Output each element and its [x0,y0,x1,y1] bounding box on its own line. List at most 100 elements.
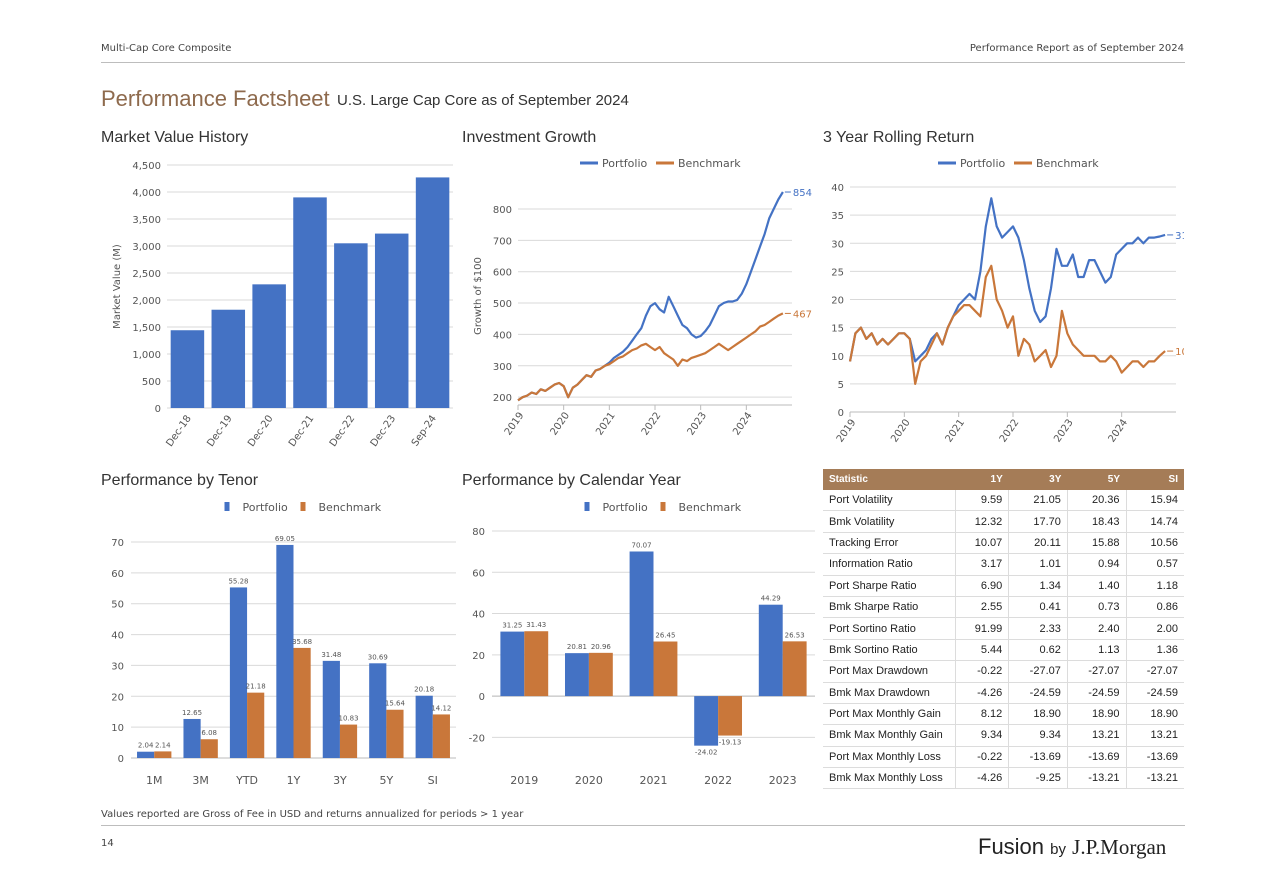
statistic-value: -13.69 [1125,746,1184,769]
x-tick-label: 2021 [944,417,968,444]
y-tick-label: 80 [472,527,485,538]
statistics-table: Statistic 1Y 3Y 5Y SI Port Volatility 9.5… [823,469,1184,790]
statistic-name: Tracking Error [823,532,955,555]
y-tick-label: 20 [831,296,844,307]
x-tick-label: 2020 [575,774,603,787]
statistic-value: -27.07 [1008,660,1068,683]
x-tick-label: 2024 [1107,417,1131,444]
statistic-value: 18.43 [1066,510,1126,533]
bar [374,233,409,408]
statistic-value: 13.21 [1066,724,1126,747]
table-row: Bmk Sortino Ratio 5.44 0.62 1.13 1.36 [823,639,1184,662]
y-tick-label: 700 [493,236,512,247]
y-tick-label: 5 [838,380,844,391]
end-label: 10.83 [1175,347,1184,358]
x-tick-label: 2021 [640,774,668,787]
statistic-value: 1.18 [1125,575,1184,597]
legend-swatch [584,502,590,511]
statistic-value: -0.22 [954,660,1009,683]
statistic-value: 21.05 [1008,490,1068,512]
bar [415,177,450,408]
y-tick-label: 4,500 [132,161,161,172]
y-tick-label: 10 [831,352,844,363]
y-tick-label: 0 [118,754,124,765]
statistic-value: -13.69 [1008,746,1068,769]
y-tick-label: 40 [831,183,844,194]
statistic-value: 20.11 [1008,532,1068,555]
header-right: Performance Report as of September 2024 [969,43,1184,54]
x-tick-label: 5Y [379,774,393,787]
brand-by: by [1050,841,1067,858]
end-label: 467 [793,309,812,320]
data-label: 20.81 [567,643,587,651]
bar-benchmark [782,641,807,697]
y-tick-label: 25 [831,267,844,278]
table-row: Port Max Drawdown -0.22 -27.07 -27.07 -27.07 [823,660,1184,683]
data-label: 31.43 [526,621,546,629]
statistic-value: 18.90 [1125,703,1184,726]
header-cell: 3Y [1008,469,1068,490]
statistic-name: Bmk Max Monthly Gain [823,724,955,747]
bar-portfolio [758,604,783,697]
x-tick-label: 2020 [889,417,913,444]
bar-portfolio [276,544,294,758]
y-tick-label: 10 [111,723,124,734]
x-tick-label: 2021 [594,410,618,437]
bar-benchmark [339,724,358,758]
bar-portfolio [415,695,433,758]
tenor-title: Performance by Tenor [101,472,259,489]
y-tick-label: 30 [111,661,124,672]
statistic-value: 14.74 [1125,510,1184,533]
end-label: 31.48 [1175,231,1184,242]
statistic-value: 91.99 [954,617,1009,640]
x-tick-label: Dec-19 [205,413,234,449]
end-label: 854 [793,188,812,199]
bar [334,243,368,408]
x-tick-label: 2022 [640,410,664,437]
statistic-value: 18.90 [1008,703,1068,726]
y-tick-label: 50 [111,600,124,611]
x-tick-label: 2019 [510,774,538,787]
legend-label: Benchmark [679,501,742,514]
statistic-value: -24.59 [1008,682,1068,704]
x-tick-label: 3Y [333,774,347,787]
x-tick-label: 2024 [731,410,755,437]
statistic-value: 15.88 [1066,532,1126,555]
statistic-value: 15.94 [1125,490,1184,512]
bar-portfolio [137,751,155,758]
brand-name: Fusion [978,834,1045,859]
y-axis-label: Market Value (M) [112,244,123,329]
bar-portfolio [564,653,589,697]
x-tick-label: 2023 [686,410,710,437]
y-tick-label: 35 [831,211,844,222]
y-tick-label: 800 [493,205,512,216]
header-divider [101,62,1185,63]
x-tick-label: 2023 [769,774,797,787]
statistic-value: 0.73 [1066,596,1126,619]
data-label: 26.45 [655,632,675,640]
bar-portfolio [694,696,719,746]
y-tick-label: 500 [142,377,161,388]
y-tick-label: 20 [111,692,124,703]
data-label: 35.68 [292,638,312,646]
statistic-value: -4.26 [954,682,1009,704]
data-label: 2.04 [138,742,154,750]
x-tick-label: Dec-20 [246,413,275,449]
bar-benchmark [718,696,743,736]
page-subtitle: U.S. Large Cap Core as of September 2024 [337,92,629,109]
table-row: Port Volatility 9.59 21.05 20.36 15.94 [823,490,1184,512]
page-number: 14 [101,838,114,849]
statistic-value: 1.36 [1125,639,1184,662]
bar [170,330,205,408]
statistic-value: -0.22 [954,746,1009,769]
legend-label: Benchmark [319,501,382,514]
data-label: 20.96 [591,643,612,651]
bar-benchmark [432,714,450,758]
statistic-value: 0.86 [1125,596,1184,619]
table-row: Information Ratio 3.17 1.01 0.94 0.57 [823,553,1184,576]
legend-label: Portfolio [243,501,289,514]
bar-portfolio [369,663,387,758]
bar-benchmark [247,692,265,758]
y-tick-label: 500 [493,299,512,310]
statistic-value: 10.56 [1125,532,1184,555]
